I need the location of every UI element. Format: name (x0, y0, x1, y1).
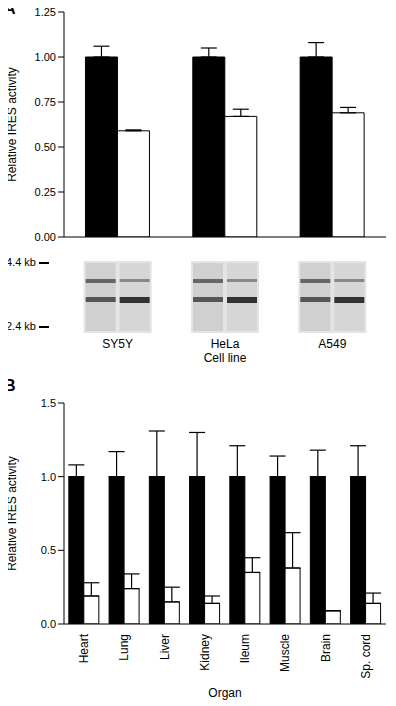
html-text:4.4 kb: 4.4 kb (6, 256, 36, 268)
svg-text:Organ: Organ (208, 686, 241, 700)
svg-text:Sp. cord: Sp. cord (359, 634, 373, 679)
svg-text:0.00: 0.00 (35, 231, 56, 243)
svg-text:Heart: Heart (77, 633, 91, 663)
svg-text:0.0: 0.0 (41, 618, 56, 630)
svg-text:1.25: 1.25 (35, 8, 56, 18)
svg-text:Kidney: Kidney (198, 634, 212, 671)
svg-text:Muscle: Muscle (278, 634, 292, 672)
svg-text:A549: A549 (318, 337, 346, 351)
svg-text:Relative IRES activity: Relative IRES activity (8, 67, 19, 182)
svg-text:1.00: 1.00 (35, 51, 56, 63)
html-text:A: A (4, 0, 16, 17)
svg-text:0.5: 0.5 (41, 544, 56, 556)
html-text:2.4 kb: 2.4 kb (6, 320, 36, 332)
svg-text:SY5Y: SY5Y (102, 337, 133, 351)
svg-text:Relative IRES activity: Relative IRES activity (8, 456, 19, 571)
svg-text:HeLa: HeLa (211, 337, 240, 351)
svg-text:0.25: 0.25 (35, 186, 56, 198)
svg-text:1.0: 1.0 (41, 471, 56, 483)
svg-text:Liver: Liver (158, 634, 172, 660)
html-text:B: B (4, 377, 16, 394)
svg-text:1.5: 1.5 (41, 397, 56, 409)
svg-text:Brain: Brain (319, 634, 333, 662)
svg-text:Ileum: Ileum (238, 634, 252, 663)
svg-text:Cell line: Cell line (204, 351, 247, 365)
svg-text:0.50: 0.50 (35, 141, 56, 153)
svg-text:Lung: Lung (117, 634, 131, 661)
svg-text:0.75: 0.75 (35, 96, 56, 108)
